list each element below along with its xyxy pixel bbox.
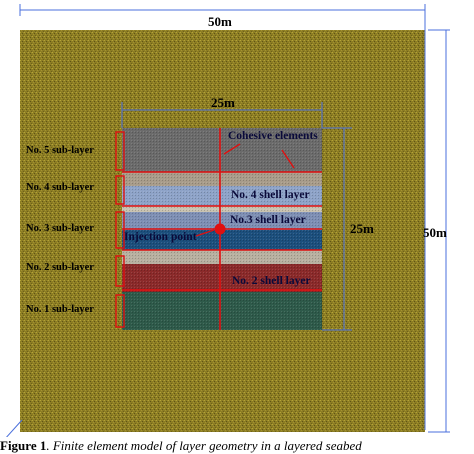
figure-caption: Figure 1. Finite element model of layer … xyxy=(0,437,474,454)
dimension-lines xyxy=(3,4,450,441)
inner-width-label: 25m xyxy=(211,95,235,110)
shell-layer-4-label: No. 4 shell layer xyxy=(231,189,310,201)
sub-layer-4-label: No. 4 sub-layer xyxy=(26,182,94,193)
injection-point-marker xyxy=(214,223,226,235)
cohesive-elements-label: Cohesive elements xyxy=(228,130,318,142)
sub-layer-5-label: No. 5 sub-layer xyxy=(26,145,94,156)
cohesive-arrow-2 xyxy=(281,149,295,169)
shell-layer-2-label: No. 2 shell layer xyxy=(232,275,311,287)
sub-layer-1-label: No. 1 sub-layer xyxy=(26,304,94,315)
outer-width-label: 50m xyxy=(208,14,232,29)
outer-height-label: 50m xyxy=(423,225,447,240)
inner-height-label: 25m xyxy=(350,221,374,236)
cohesive-arrow-1 xyxy=(223,143,241,155)
shell-layer-3-label: No.3 shell layer xyxy=(230,214,306,226)
model-diagram xyxy=(3,4,450,441)
injection-arrow xyxy=(195,229,215,237)
caption-label: Figure 1 xyxy=(0,438,47,453)
caption-text: . Finite element model of layer geometry… xyxy=(46,438,362,453)
cohesive-arrows xyxy=(195,143,295,237)
sub-layer-3-label: No. 3 sub-layer xyxy=(26,223,94,234)
injection-point-label: Injection point xyxy=(124,231,197,243)
sub-layer-2-label: No. 2 sub-layer xyxy=(26,262,94,273)
cohesive-layer-frames xyxy=(115,131,125,328)
